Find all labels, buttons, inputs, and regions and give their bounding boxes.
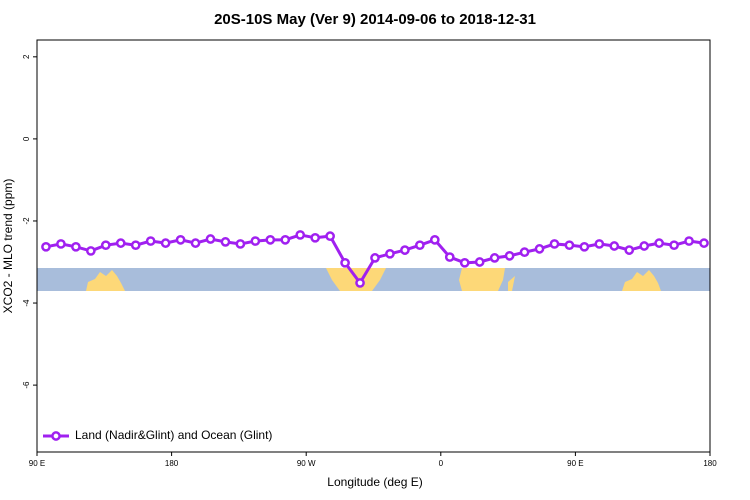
- point: [220, 237, 231, 247]
- point: [71, 241, 81, 252]
- point: [265, 234, 276, 245]
- point: [295, 230, 306, 240]
- y-tick-label: -2: [22, 217, 31, 225]
- x-tick-label: 90 E: [29, 459, 45, 468]
- point: [85, 246, 96, 256]
- point: [235, 239, 246, 249]
- legend-label: Land (Nadir&Glint) and Ocean (Glint): [75, 428, 272, 442]
- y-tick-label: -6: [22, 381, 31, 389]
- land: [508, 276, 515, 291]
- point: [385, 248, 395, 259]
- point: [459, 257, 470, 268]
- chart-title: 20S-10S May (Ver 9) 2014-09-06 to 2018-1…: [214, 11, 536, 28]
- point: [489, 253, 500, 263]
- point: [41, 241, 51, 252]
- point: [609, 241, 620, 251]
- point: [624, 245, 635, 255]
- x-tick-label: 0: [439, 459, 444, 468]
- point: [56, 239, 66, 249]
- point: [549, 239, 560, 249]
- x-axis-label: Longitude (deg E): [327, 475, 422, 489]
- map-strip: [37, 268, 710, 291]
- point: [370, 253, 380, 263]
- point: [400, 245, 410, 255]
- point: [534, 244, 545, 254]
- point: [415, 240, 425, 251]
- point: [190, 238, 201, 248]
- point: [325, 231, 335, 242]
- point: [684, 236, 694, 246]
- point: [444, 252, 455, 262]
- x-tick-label: 90 E: [567, 459, 583, 468]
- x-tick-label: 180: [165, 459, 179, 468]
- point: [699, 238, 709, 248]
- point: [145, 236, 156, 246]
- point: [639, 241, 650, 251]
- point: [669, 240, 679, 251]
- point: [205, 234, 216, 244]
- point: [130, 240, 141, 251]
- y-tick-label: 0: [22, 136, 31, 141]
- point: [579, 241, 590, 252]
- point: [115, 238, 126, 248]
- point: [310, 232, 321, 243]
- point: [429, 234, 440, 245]
- point: [504, 250, 515, 261]
- point: [160, 238, 171, 248]
- point: [100, 240, 111, 251]
- land: [86, 270, 125, 291]
- point: [654, 238, 665, 248]
- x-tick-label: 90 W: [297, 459, 316, 468]
- legend-marker: [51, 431, 61, 441]
- point: [474, 257, 485, 267]
- x-tick-label: 180: [703, 459, 717, 468]
- point: [355, 278, 365, 288]
- point: [594, 239, 605, 249]
- plot-frame: [36, 39, 711, 453]
- y-axis-label: XCO2 - MLO trend (ppm): [1, 179, 15, 314]
- point: [564, 240, 575, 251]
- land: [459, 268, 505, 291]
- point: [175, 234, 186, 245]
- point: [250, 236, 261, 246]
- y-tick-label: 2: [22, 54, 31, 59]
- point: [340, 257, 350, 268]
- y-tick-label: -4: [22, 299, 31, 307]
- point: [519, 247, 530, 258]
- land: [622, 270, 661, 291]
- point: [280, 234, 291, 245]
